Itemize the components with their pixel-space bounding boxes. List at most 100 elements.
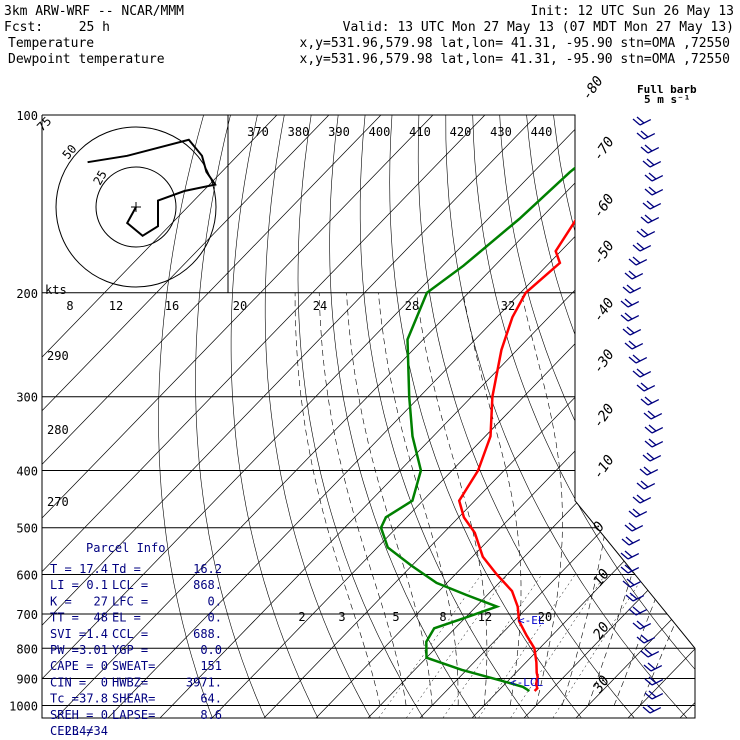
parcel-row-1-col-3: 868. bbox=[193, 578, 222, 592]
el-marker: <-EL bbox=[518, 614, 545, 627]
isotherm-label-4: -40 bbox=[590, 295, 618, 325]
pressure-label-300: 300 bbox=[16, 391, 38, 405]
header-title: 3km ARW-WRF -- NCAR/MMM bbox=[4, 4, 184, 19]
parcel-row-6-col-3: 151 bbox=[200, 659, 222, 673]
parcel-row-6-col-1: 0 bbox=[101, 659, 108, 673]
pressure-label-200: 200 bbox=[16, 287, 38, 301]
parcel-row-7-col-0: CIN = bbox=[50, 675, 86, 689]
parcel-row-7-col-1: 0 bbox=[101, 675, 108, 689]
parcel-row-10-col-1: 234/34 bbox=[65, 724, 108, 738]
full-barb-units: 5 m s⁻¹ bbox=[644, 93, 690, 106]
wind-barb-10 bbox=[635, 259, 648, 266]
parcel-row-4-col-2: CCL = bbox=[112, 627, 148, 641]
hodograph-ring-label-50: 50 bbox=[60, 142, 80, 162]
wind-barb-3 bbox=[649, 161, 662, 168]
wind-barb-26 bbox=[643, 483, 656, 490]
isotherm-label-0: -80 bbox=[579, 73, 607, 103]
wind-barb-39 bbox=[650, 665, 663, 672]
hodograph-ring-0 bbox=[95, 166, 177, 248]
wind-barb-34 bbox=[632, 595, 645, 602]
theta-label-420: 420 bbox=[450, 125, 472, 139]
theta-label-410: 410 bbox=[409, 125, 431, 139]
parcel-row-5-col-0: PW = bbox=[50, 643, 79, 657]
wind-barb-9 bbox=[639, 245, 652, 252]
wind-barb-8 bbox=[643, 231, 656, 238]
mixing-ratio-label-0: 2 bbox=[298, 610, 305, 624]
isotherm-label-6: -20 bbox=[590, 401, 618, 431]
wind-barb-24 bbox=[649, 455, 662, 462]
parcel-info-title: Parcel Info bbox=[86, 541, 165, 555]
parcel-row-5-col-3: 0.0 bbox=[200, 643, 222, 657]
parcel-row-3-col-1: 48 bbox=[94, 611, 108, 625]
parcel-row-0-col-0: T = bbox=[50, 562, 72, 576]
mixing-ratio-label-4: 12 bbox=[478, 610, 492, 624]
parcel-info-panel: Parcel Info T = 17.4 Td = 16.2 LI = 0.1 LCL = 8… bbox=[50, 541, 222, 738]
isotherm-label-10: 20 bbox=[590, 619, 613, 642]
isotherm-label-3: -50 bbox=[590, 238, 618, 268]
parcel-row-5-col-1: 3.01 bbox=[79, 643, 108, 657]
wind-barb-31 bbox=[627, 553, 640, 560]
hodograph-ring-1 bbox=[55, 126, 217, 288]
parcel-row-1-col-0: LI = bbox=[50, 578, 79, 592]
wind-barb-29 bbox=[631, 525, 644, 532]
parcel-row-2-col-1: 27 bbox=[94, 594, 108, 608]
theta-side-label-290: 290 bbox=[47, 349, 69, 363]
parcel-row-1-col-2: LCL = bbox=[112, 578, 148, 592]
parcel-row-4-col-0: SVI = bbox=[50, 627, 86, 641]
parcel-row-3-col-2: EL = bbox=[112, 611, 141, 625]
wind-barb-41 bbox=[651, 693, 664, 700]
wind-barb-18 bbox=[639, 371, 652, 378]
parcel-row-6-col-0: CAPE = bbox=[50, 659, 93, 673]
parcel-row-9-col-0: SREH = bbox=[50, 708, 93, 722]
mixing-ratio-label-3: 8 bbox=[439, 610, 446, 624]
theta-label-430: 430 bbox=[490, 125, 512, 139]
theta-label-380: 380 bbox=[288, 125, 310, 139]
speed-axis-label-20: 20 bbox=[233, 299, 247, 313]
header-fcst-value: 25 h bbox=[79, 20, 110, 35]
theta-side-label-280: 280 bbox=[47, 423, 69, 437]
hodograph-ring-label-25: 25 bbox=[90, 168, 109, 188]
wind-barb-38 bbox=[647, 651, 660, 658]
parcel-row-2-col-3: 0. bbox=[208, 594, 222, 608]
theta-side-label-270: 270 bbox=[47, 495, 69, 509]
wind-barb-25 bbox=[646, 469, 659, 476]
wind-barb-35 bbox=[635, 609, 648, 616]
mixing-ratio-label-1: 3 bbox=[338, 610, 345, 624]
parcel-row-2-col-0: K = bbox=[50, 594, 72, 608]
full-barb-label: Full barb bbox=[637, 83, 697, 96]
theta-label-400: 400 bbox=[369, 125, 391, 139]
wind-barb-4 bbox=[651, 175, 664, 182]
theta-label-370: 370 bbox=[247, 125, 269, 139]
parcel-row-8-col-2: SHEAR= bbox=[112, 692, 155, 706]
wind-barb-1 bbox=[643, 133, 656, 140]
pressure-label-700: 700 bbox=[16, 608, 38, 622]
isotherm-label-8: 0 bbox=[590, 519, 608, 535]
parcel-row-0-col-2: Td = bbox=[112, 562, 141, 576]
wind-barb-16 bbox=[631, 343, 644, 350]
wind-barb-40 bbox=[651, 679, 664, 686]
isobar-lines bbox=[41, 114, 696, 719]
parcel-row-8-col-1: 37.8 bbox=[79, 692, 108, 706]
wind-barb-19 bbox=[643, 385, 656, 392]
wind-barb-20 bbox=[647, 399, 660, 406]
parcel-row-6-col-2: SWEAT= bbox=[112, 659, 155, 673]
hodograph-trace bbox=[87, 138, 217, 238]
theta-label-390: 390 bbox=[328, 125, 350, 139]
speed-axis-label-12: 12 bbox=[109, 299, 123, 313]
wind-barb-17 bbox=[635, 357, 648, 364]
wind-barb-37 bbox=[643, 637, 656, 644]
wind-barb-13 bbox=[627, 301, 640, 308]
parcel-row-7-col-3: 3971. bbox=[186, 675, 222, 689]
isotherm-label-11: 30 bbox=[590, 673, 613, 697]
isotherm-label-2: -60 bbox=[590, 191, 618, 221]
pressure-label-900: 900 bbox=[16, 672, 38, 686]
speed-axis-label-24: 24 bbox=[313, 299, 327, 313]
wind-barb-28 bbox=[635, 511, 648, 518]
parcel-row-8-col-0: Tc = bbox=[50, 692, 79, 706]
parcel-row-0-col-3: 16.2 bbox=[193, 562, 222, 576]
wind-barbs bbox=[620, 116, 664, 714]
isotherm-label-7: -10 bbox=[590, 452, 618, 482]
legend-dewpoint-location: x,y=531.96,579.98 lat,lon= 41.31, -95.90… bbox=[300, 52, 730, 67]
sounding-lines bbox=[379, 115, 695, 693]
